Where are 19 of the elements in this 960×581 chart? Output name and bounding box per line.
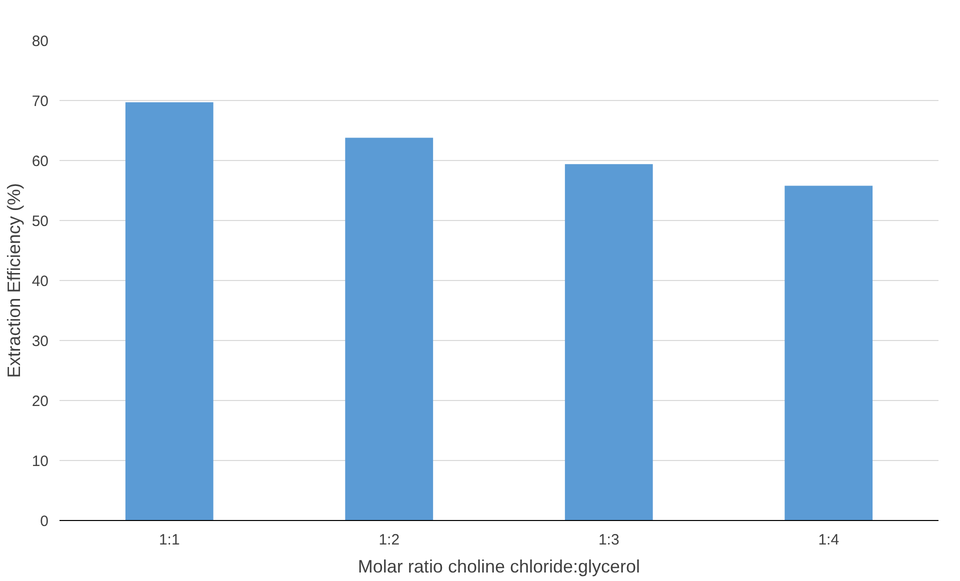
x-axis-title: Molar ratio choline chloride:glycerol <box>358 556 640 576</box>
x-tick-label: 1:3 <box>598 532 620 548</box>
x-tick-label: 1:4 <box>818 532 840 548</box>
y-tick-label: 60 <box>32 153 49 170</box>
y-tick-label: 10 <box>32 453 49 470</box>
x-tick-label: 1:1 <box>158 532 180 548</box>
y-tick-label: 80 <box>32 33 49 50</box>
y-tick-label: 0 <box>40 513 48 530</box>
x-tick-label: 1:2 <box>378 532 400 548</box>
bar <box>784 186 873 520</box>
y-tick-label: 70 <box>32 93 49 110</box>
y-axis-title: Extraction Efficiency (%) <box>4 183 24 378</box>
y-tick-label: 20 <box>32 393 49 410</box>
bar <box>125 102 214 520</box>
bar <box>345 138 434 520</box>
y-tick-label: 30 <box>32 333 49 350</box>
bar <box>564 164 653 520</box>
y-tick-label: 40 <box>32 273 49 290</box>
y-tick-label: 50 <box>32 213 49 230</box>
